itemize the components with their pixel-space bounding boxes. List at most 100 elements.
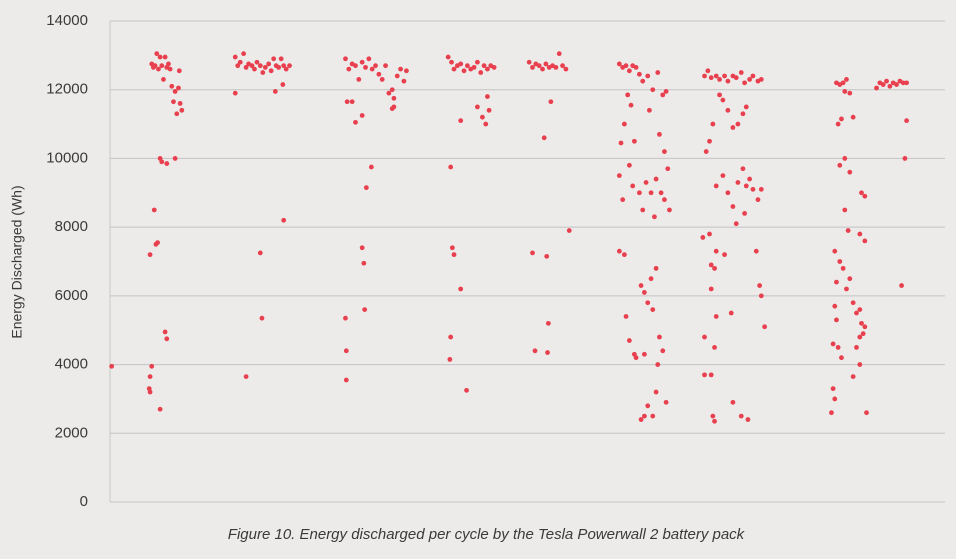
point: [633, 355, 639, 361]
point: [391, 95, 397, 101]
point: [356, 77, 362, 82]
point: [740, 111, 746, 117]
y-tick-label: 0: [80, 493, 88, 510]
point: [526, 59, 532, 65]
y-axis-label: Energy Discharged (Wh): [9, 185, 25, 338]
point: [743, 183, 749, 189]
point: [655, 70, 661, 75]
point: [485, 94, 490, 99]
point: [369, 66, 375, 72]
point: [626, 162, 632, 168]
point: [859, 320, 864, 326]
y-tick-label: 14000: [46, 12, 88, 29]
point: [717, 77, 722, 82]
point: [618, 140, 624, 146]
point: [154, 51, 160, 57]
point: [712, 344, 717, 350]
point: [243, 64, 249, 70]
point: [237, 59, 243, 65]
point: [254, 59, 260, 65]
point: [717, 92, 722, 98]
point: [449, 59, 454, 65]
point: [842, 207, 848, 213]
point: [155, 240, 160, 246]
point: [857, 307, 863, 312]
point: [829, 410, 834, 416]
point: [638, 283, 644, 288]
point: [738, 413, 744, 419]
grid: 0 2000 4000 6000 8000 10000 12000 14000: [46, 12, 945, 510]
point: [758, 77, 764, 82]
point: [276, 64, 282, 70]
point: [451, 252, 457, 258]
point: [645, 300, 651, 306]
point: [249, 63, 255, 69]
point: [860, 331, 866, 337]
point: [850, 114, 856, 120]
point: [162, 329, 168, 335]
point: [179, 107, 185, 113]
point: [636, 71, 642, 77]
points: [109, 51, 909, 424]
point: [174, 111, 180, 117]
point: [404, 68, 409, 74]
point: [862, 193, 868, 199]
point: [722, 73, 727, 79]
point: [633, 64, 639, 70]
point: [480, 114, 485, 120]
point: [109, 363, 115, 369]
point: [842, 89, 848, 94]
y-tick-label: 2000: [55, 424, 88, 441]
point: [259, 315, 265, 321]
point: [366, 56, 372, 62]
point: [361, 260, 367, 266]
point: [650, 413, 656, 419]
point: [149, 363, 155, 369]
point: [260, 70, 266, 75]
point: [653, 176, 659, 182]
point: [252, 66, 257, 72]
point: [742, 80, 747, 86]
point: [363, 64, 368, 70]
point: [854, 310, 859, 316]
point: [847, 276, 853, 282]
point: [616, 248, 622, 254]
point: [650, 307, 656, 312]
point: [832, 396, 838, 402]
point: [834, 279, 839, 285]
point: [171, 99, 176, 105]
point: [626, 338, 632, 343]
point: [394, 73, 400, 79]
point: [157, 54, 163, 60]
point: [857, 231, 863, 237]
point: [475, 104, 480, 110]
point: [548, 99, 554, 105]
point: [835, 344, 841, 350]
point: [862, 324, 868, 330]
point: [353, 119, 358, 125]
point: [257, 63, 263, 69]
point: [832, 303, 838, 309]
point: [857, 334, 863, 340]
point: [643, 180, 649, 185]
point: [625, 92, 631, 98]
point: [755, 197, 761, 203]
point: [164, 336, 170, 342]
point: [757, 283, 763, 288]
point: [266, 61, 272, 67]
point: [166, 61, 171, 67]
point: [162, 54, 168, 60]
point: [837, 259, 843, 264]
point: [485, 66, 490, 72]
point: [636, 190, 642, 196]
point: [750, 186, 756, 192]
point: [272, 89, 278, 94]
point: [735, 121, 741, 127]
point: [471, 64, 477, 70]
point: [842, 156, 848, 161]
point: [541, 135, 547, 141]
point: [840, 265, 846, 271]
point: [707, 138, 712, 144]
point: [638, 417, 644, 422]
